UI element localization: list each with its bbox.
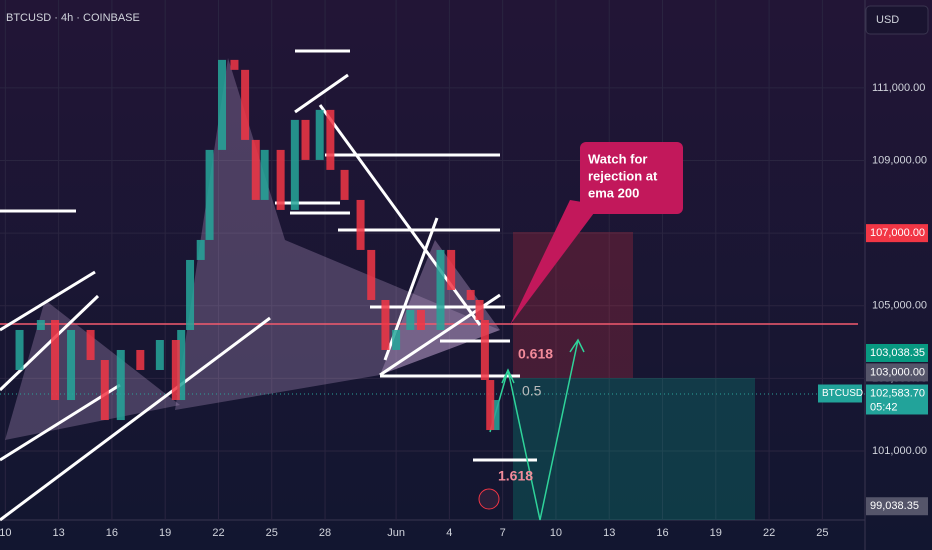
candle bbox=[186, 259, 195, 330]
note-line: ema 200 bbox=[588, 185, 639, 200]
fib-label: 0.5 bbox=[522, 383, 542, 399]
candle bbox=[315, 109, 324, 160]
fib-label: 1.618 bbox=[498, 468, 533, 484]
price-label: 103,000.00 bbox=[870, 366, 925, 378]
callout bbox=[580, 142, 683, 214]
currency-button[interactable] bbox=[865, 5, 929, 35]
candle bbox=[171, 339, 180, 401]
candle bbox=[480, 319, 489, 381]
candle bbox=[205, 149, 214, 240]
y-tick-label: 109,000.00 bbox=[872, 154, 927, 166]
pattern bbox=[5, 300, 180, 440]
price-label-box bbox=[866, 384, 928, 415]
candle bbox=[491, 400, 500, 431]
note-line: Watch for bbox=[588, 151, 647, 166]
arrow-head bbox=[569, 338, 585, 353]
candle bbox=[260, 149, 269, 200]
price-label: 102,583.70 bbox=[870, 387, 925, 399]
candle bbox=[51, 319, 60, 401]
candle bbox=[177, 329, 186, 401]
candle bbox=[486, 380, 495, 431]
candle bbox=[475, 299, 484, 320]
x-tick-label: 28 bbox=[319, 527, 331, 539]
price-label: 99,038.35 bbox=[870, 500, 919, 512]
candle bbox=[218, 59, 227, 150]
candle bbox=[326, 109, 335, 170]
candle bbox=[136, 349, 145, 370]
candle bbox=[67, 329, 76, 401]
x-tick-label: 13 bbox=[603, 527, 615, 539]
x-tick-label: 13 bbox=[52, 527, 64, 539]
candle bbox=[466, 289, 475, 300]
candle bbox=[356, 199, 365, 250]
x-tick-label: 19 bbox=[159, 527, 171, 539]
symbol: BTCUSD · 4h · COINBASE bbox=[6, 12, 140, 24]
price-label-box bbox=[866, 343, 928, 362]
candle bbox=[100, 360, 109, 421]
candle bbox=[301, 119, 310, 160]
price-label-box bbox=[866, 224, 928, 243]
x-tick-label: 19 bbox=[710, 527, 722, 539]
note-line: rejection at bbox=[588, 168, 658, 183]
candle bbox=[116, 349, 125, 421]
candle bbox=[251, 139, 260, 200]
price-label-box bbox=[866, 497, 928, 516]
x-tick-label: 4 bbox=[446, 527, 452, 539]
stop-zone bbox=[513, 232, 633, 378]
candle bbox=[381, 299, 390, 350]
price-label: 107,000.00 bbox=[870, 227, 925, 239]
event-icon bbox=[478, 488, 500, 510]
countdown: 05:42 bbox=[870, 401, 898, 413]
drawings bbox=[0, 49, 865, 522]
x-tick-label: Jun bbox=[387, 527, 405, 539]
y-tick-label: 111,000.00 bbox=[872, 82, 925, 94]
x-tick-label: 25 bbox=[266, 527, 278, 539]
x-tick-label: 16 bbox=[106, 527, 118, 539]
candle bbox=[436, 249, 445, 330]
y-tick-label: 105,000.00 bbox=[872, 300, 927, 312]
candle bbox=[241, 69, 250, 140]
candle bbox=[155, 339, 164, 370]
x-tick-label: 25 bbox=[816, 527, 828, 539]
currency[interactable]: USD bbox=[876, 14, 899, 26]
y-tick-label: 101,000.00 bbox=[872, 445, 927, 457]
candle bbox=[290, 119, 299, 210]
candle bbox=[340, 169, 349, 200]
candle bbox=[230, 59, 239, 70]
price-label: 103,038.35 bbox=[870, 347, 925, 359]
candle bbox=[86, 329, 95, 361]
candle bbox=[196, 239, 205, 260]
target-zone bbox=[513, 378, 755, 520]
candle bbox=[36, 319, 45, 330]
candle bbox=[447, 249, 456, 290]
x-tick-label: 7 bbox=[500, 527, 506, 539]
callout-pointer bbox=[510, 200, 600, 325]
candle bbox=[276, 149, 285, 210]
candle bbox=[15, 329, 24, 370]
fib-label: 0.618 bbox=[518, 346, 553, 362]
x-tick-label: 22 bbox=[763, 527, 775, 539]
symbol-tag-label: BTCUSD bbox=[822, 388, 863, 399]
x-tick-label: 16 bbox=[656, 527, 668, 539]
price-label-box bbox=[866, 363, 928, 382]
candle bbox=[406, 309, 415, 330]
arrow-head bbox=[501, 368, 515, 384]
candle bbox=[416, 309, 425, 330]
symbol-tag bbox=[818, 384, 862, 403]
x-tick-label: 10 bbox=[550, 527, 562, 539]
x-tick-label: 22 bbox=[212, 527, 224, 539]
candle bbox=[367, 249, 376, 300]
candle bbox=[392, 329, 401, 350]
note: Watch for rejection at ema 200 bbox=[588, 151, 658, 200]
x-tick-label: 10 bbox=[0, 527, 11, 539]
